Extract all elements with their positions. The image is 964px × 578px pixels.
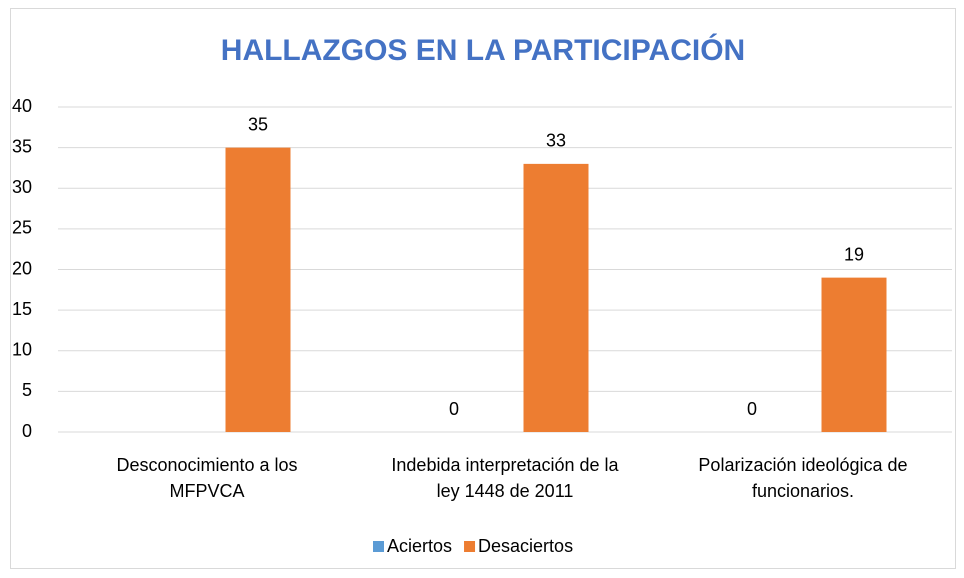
- legend-swatch: [373, 541, 384, 552]
- chart-title: HALLAZGOS EN LA PARTICIPACIÓN: [221, 33, 745, 67]
- x-tick-label: Desconocimiento a los: [116, 455, 297, 475]
- y-tick-label: 35: [12, 136, 32, 156]
- x-tick-label: funcionarios.: [752, 481, 854, 501]
- y-tick-label: 15: [12, 299, 32, 319]
- y-tick-label: 20: [12, 258, 32, 278]
- data-label: 33: [546, 131, 566, 151]
- y-tick-label: 5: [22, 380, 32, 400]
- bar: [225, 147, 291, 432]
- y-tick-label: 40: [12, 96, 32, 116]
- legend-swatch: [464, 541, 476, 552]
- data-label: 35: [248, 114, 268, 134]
- x-tick-label: ley 1448 de 2011: [437, 481, 574, 501]
- chart-border: [10, 8, 956, 569]
- data-label: 0: [747, 399, 757, 419]
- legend-label: Aciertos: [387, 536, 452, 556]
- y-tick-label: 0: [22, 421, 32, 441]
- y-tick-label: 30: [12, 177, 32, 197]
- bar: [523, 163, 589, 432]
- x-tick-label: Indebida interpretación de la: [391, 455, 619, 475]
- y-tick-label: 10: [12, 340, 32, 360]
- data-label: 0: [449, 399, 459, 419]
- x-tick-label: MFPVCA: [169, 481, 244, 501]
- data-label: 19: [844, 244, 864, 264]
- y-tick-label: 25: [12, 218, 32, 238]
- legend-label: Desaciertos: [478, 536, 573, 556]
- x-tick-label: Polarización ideológica de: [698, 455, 907, 475]
- bar: [821, 277, 887, 432]
